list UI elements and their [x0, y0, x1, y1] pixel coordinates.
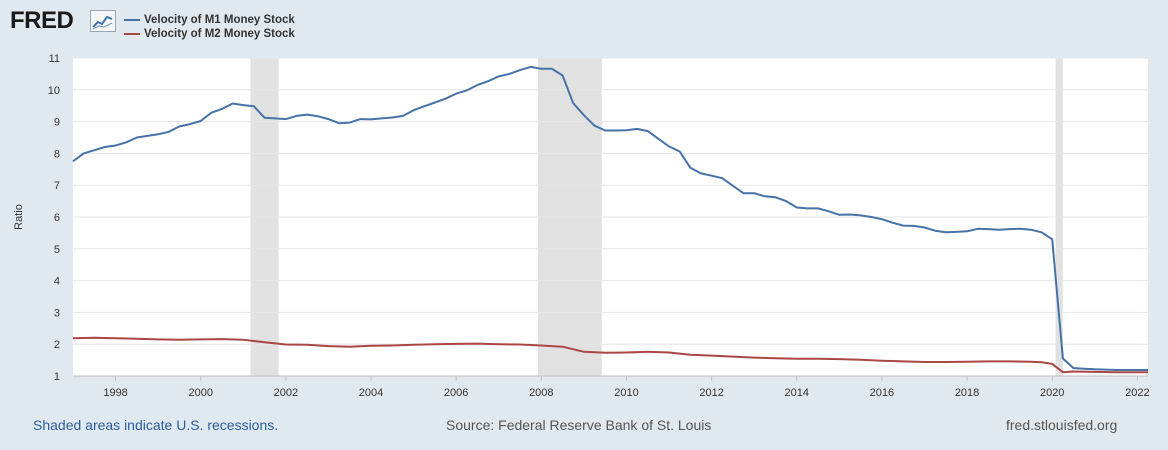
y-tick-label: 8 — [54, 148, 60, 160]
x-tick-label: 2022 — [1125, 387, 1149, 399]
y-tick-label: 6 — [54, 212, 60, 224]
recession-note: Shaded areas indicate U.S. recessions. — [33, 417, 279, 433]
y-tick-label: 11 — [49, 53, 60, 65]
y-tick-label: 2 — [54, 339, 60, 351]
x-tick-label: 2004 — [359, 387, 383, 399]
y-tick-label: 4 — [54, 276, 60, 288]
x-tick-label: 1998 — [103, 387, 127, 399]
series-line-m2 — [72, 336, 1148, 374]
legend-label-m2: Velocity of M2 Money Stock — [144, 28, 295, 40]
x-tick-label: 2000 — [188, 387, 212, 399]
source-text: Source: Federal Reserve Bank of St. Loui… — [446, 417, 712, 433]
y-tick-label: 1 — [54, 371, 60, 383]
y-axis-label: Ratio — [13, 204, 25, 230]
series-group — [72, 65, 1148, 374]
legend-label-m1: Velocity of M1 Money Stock — [144, 14, 295, 26]
x-tick-label: 2014 — [785, 387, 809, 399]
fred-logo-text: FRED — [10, 7, 74, 34]
y-tick-label: 9 — [54, 117, 60, 129]
site-url-link[interactable]: fred.stlouisfed.org — [1006, 417, 1118, 433]
y-tick-label: 10 — [48, 85, 60, 97]
legend-swatch-m1 — [124, 19, 140, 21]
y-tick-label: 5 — [54, 244, 60, 256]
fred-logo[interactable]: FRED — [10, 8, 120, 34]
x-tick-label: 2016 — [870, 387, 894, 399]
y-axis: 1 2 3 4 5 6 7 8 9 10 11 — [48, 53, 60, 383]
chart-line-icon — [90, 10, 116, 32]
x-tick-label: 2010 — [614, 387, 638, 399]
line-chart: 1 2 3 4 5 6 7 8 9 10 11 1998 2000 2002 2004 2006 2008 20… — [13, 53, 1150, 399]
x-tick-label: 2012 — [699, 387, 723, 399]
x-tick-label: 2020 — [1040, 387, 1064, 399]
legend-swatch-m2 — [124, 33, 140, 35]
y-tick-label: 3 — [54, 307, 60, 319]
x-tick-label: 2018 — [955, 387, 979, 399]
x-tick-label: 2008 — [529, 387, 553, 399]
series-line-m1 — [72, 65, 1148, 371]
x-axis: 1998 2000 2002 2004 2006 2008 2010 2012 2014 2016… — [73, 375, 1150, 399]
x-tick-label: 2002 — [274, 387, 298, 399]
y-tick-label: 7 — [54, 180, 60, 192]
x-tick-label: 2006 — [444, 387, 468, 399]
